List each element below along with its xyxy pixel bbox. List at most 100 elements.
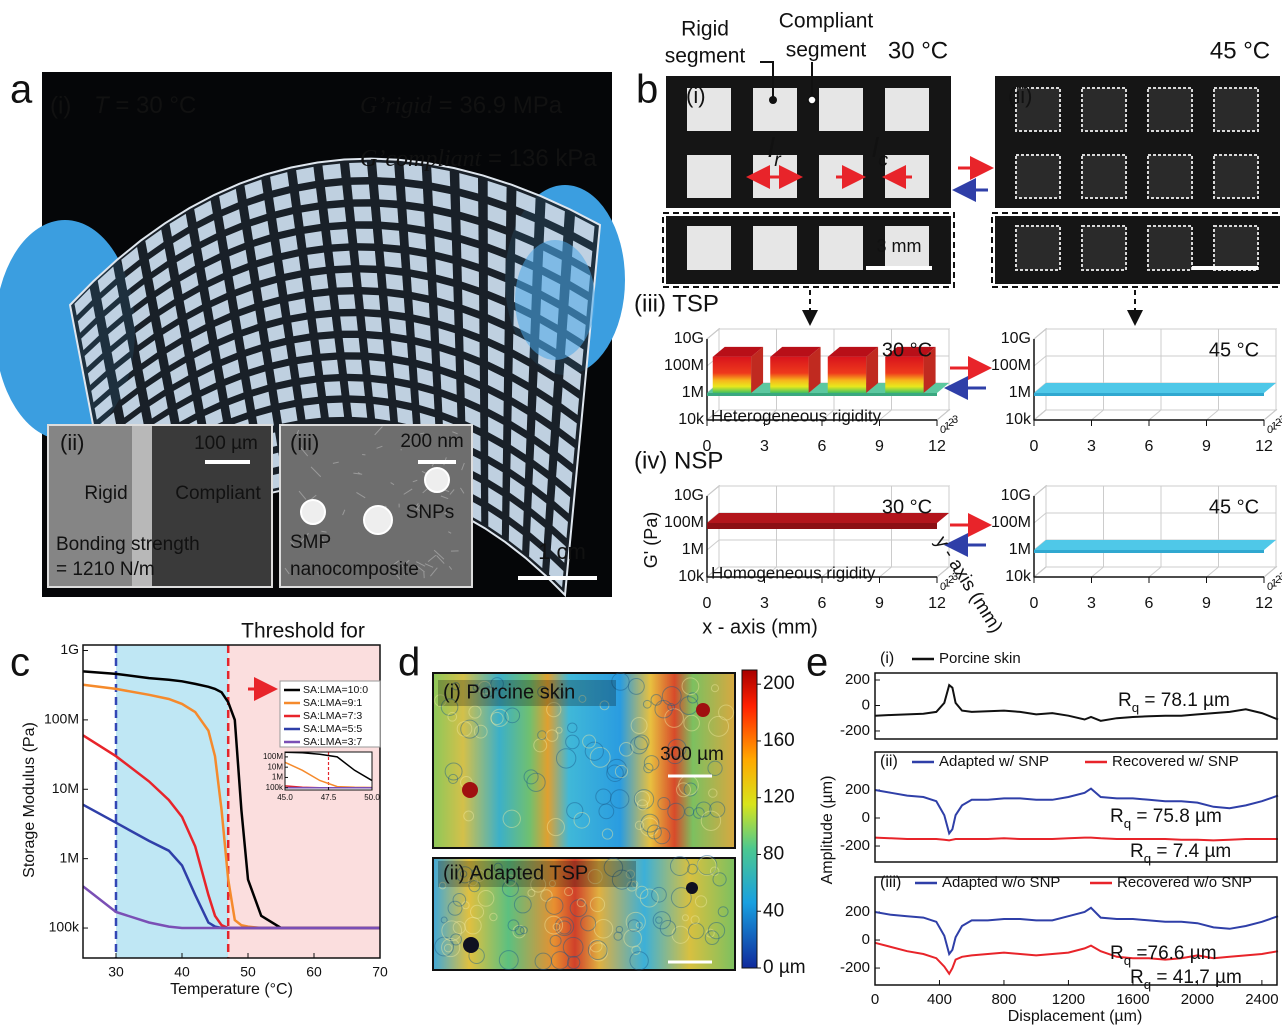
colorbar-tick-label: 200 bbox=[763, 673, 795, 694]
y-tick-label: 100M bbox=[664, 514, 704, 531]
rigid-segment bbox=[408, 232, 426, 250]
x-tick-label: 12 bbox=[1255, 438, 1273, 455]
y-tick-label: 100M bbox=[991, 514, 1031, 531]
segment bbox=[1148, 155, 1192, 198]
x-tick-label: 800 bbox=[991, 991, 1016, 1008]
legend-label: SA:LMA=3:7 bbox=[303, 736, 362, 748]
slab bbox=[707, 523, 937, 529]
label: segment bbox=[786, 39, 867, 62]
rigid-segment bbox=[362, 294, 380, 309]
rigid-segment bbox=[335, 273, 353, 288]
label: Bonding strength bbox=[56, 534, 200, 555]
y-tick-label: -200 bbox=[840, 837, 870, 854]
segment bbox=[1082, 88, 1126, 131]
segment bbox=[885, 88, 929, 131]
label: G’rigid = 36.9 MPa bbox=[360, 92, 563, 119]
panel-label: e bbox=[806, 641, 828, 685]
x-tick-label: 3 bbox=[760, 438, 769, 455]
label: 1 cm bbox=[538, 539, 586, 564]
rigid-segment bbox=[391, 341, 408, 358]
legend-label: Recovered w/o SNP bbox=[1117, 874, 1252, 891]
marker-dot bbox=[686, 882, 698, 894]
slab bbox=[1034, 383, 1276, 393]
slab bbox=[1034, 540, 1276, 550]
label: 300 µm bbox=[660, 744, 724, 765]
marker bbox=[808, 96, 816, 104]
rigid-segment bbox=[321, 360, 339, 375]
block bbox=[713, 357, 751, 393]
annotation-part: R bbox=[1110, 943, 1124, 964]
nanoparticle bbox=[301, 500, 325, 524]
segment bbox=[1214, 226, 1258, 270]
rigid-segment bbox=[343, 338, 361, 352]
label-part: = 36.9 MPa bbox=[432, 92, 563, 119]
x-tick-label: 6 bbox=[1145, 595, 1154, 612]
legend-label: Recovered w/ SNP bbox=[1112, 753, 1239, 770]
rigid-segment bbox=[302, 210, 321, 227]
x-tick-label: 3 bbox=[760, 595, 769, 612]
rigid-segment bbox=[307, 253, 325, 269]
x-tick-label: 6 bbox=[818, 595, 827, 612]
y-tick-label: 100k bbox=[49, 919, 80, 935]
segment bbox=[1148, 226, 1192, 270]
label-part: rigid bbox=[385, 93, 433, 119]
glove bbox=[515, 240, 595, 360]
annotation-part: R bbox=[1130, 967, 1144, 988]
slab bbox=[1034, 393, 1264, 396]
x-tick-label: 40 bbox=[174, 964, 190, 980]
z-tick-label: 3 bbox=[952, 414, 958, 426]
panel-label: c bbox=[10, 641, 30, 685]
marker-dot bbox=[463, 937, 479, 953]
label-part: = 136 kPa bbox=[481, 145, 597, 172]
segment bbox=[1148, 88, 1192, 131]
rigid-segment bbox=[294, 341, 312, 357]
side-wall bbox=[1034, 329, 1046, 420]
label: 3 mm bbox=[877, 236, 922, 256]
side-wall bbox=[1034, 486, 1046, 577]
label: (ii) bbox=[60, 430, 84, 455]
legend-label: SA:LMA=9:1 bbox=[303, 697, 362, 709]
subplot-tag: (i) bbox=[880, 650, 894, 667]
rigid-segment bbox=[384, 252, 402, 269]
segment bbox=[1016, 226, 1060, 270]
segment bbox=[1082, 155, 1126, 198]
annotation-part: q bbox=[1144, 977, 1151, 992]
annotation: Rq = 75.8 µm bbox=[1110, 806, 1222, 831]
inset-tick-label: 50.0 bbox=[364, 793, 380, 802]
y-tick-label: 1M bbox=[60, 849, 79, 865]
rigid-segment bbox=[330, 229, 349, 244]
label: Compliant bbox=[779, 10, 874, 33]
line-series bbox=[875, 908, 1278, 954]
rigid-segment bbox=[365, 316, 383, 332]
x-tick-label: 9 bbox=[875, 595, 884, 612]
axis-title: Displacement (µm) bbox=[1008, 1008, 1143, 1025]
rigid-segment bbox=[378, 185, 397, 201]
inset-tick-label: 10M bbox=[267, 762, 283, 771]
label: 200 nm bbox=[400, 431, 463, 452]
label-part: G’ bbox=[360, 93, 385, 119]
x-tick-label: 1200 bbox=[1052, 991, 1085, 1008]
x-tick-label: 400 bbox=[927, 991, 952, 1008]
x-tick-label: 3 bbox=[1087, 438, 1096, 455]
label: segment bbox=[665, 45, 746, 68]
marker-dot bbox=[696, 703, 710, 717]
rigid-segment bbox=[350, 403, 367, 418]
colorbar-tick-label: 160 bbox=[763, 730, 795, 751]
label: (ii) Adapted TSP bbox=[443, 862, 588, 884]
inset-tick-label: 47.5 bbox=[321, 793, 337, 802]
y-tick-label: 0 bbox=[862, 931, 870, 948]
rigid-segment bbox=[345, 360, 362, 375]
colorbar bbox=[742, 670, 757, 968]
segment bbox=[687, 155, 731, 198]
rigid-segment bbox=[351, 185, 370, 200]
marker bbox=[769, 96, 777, 104]
plot-title: (iv) NSP bbox=[634, 447, 723, 474]
y-tick-label: 100M bbox=[44, 711, 79, 727]
y-tick-label: 10M bbox=[52, 780, 79, 796]
y-tick-label: 10G bbox=[674, 330, 704, 347]
y-tick-label: 1M bbox=[1009, 541, 1031, 558]
rigid-segment bbox=[374, 404, 391, 421]
figure: a(i)T = 30 °CG’rigid = 36.9 MPaG’complia… bbox=[0, 0, 1282, 1028]
rigid-segment bbox=[371, 382, 388, 398]
rigid-segment bbox=[360, 273, 378, 288]
